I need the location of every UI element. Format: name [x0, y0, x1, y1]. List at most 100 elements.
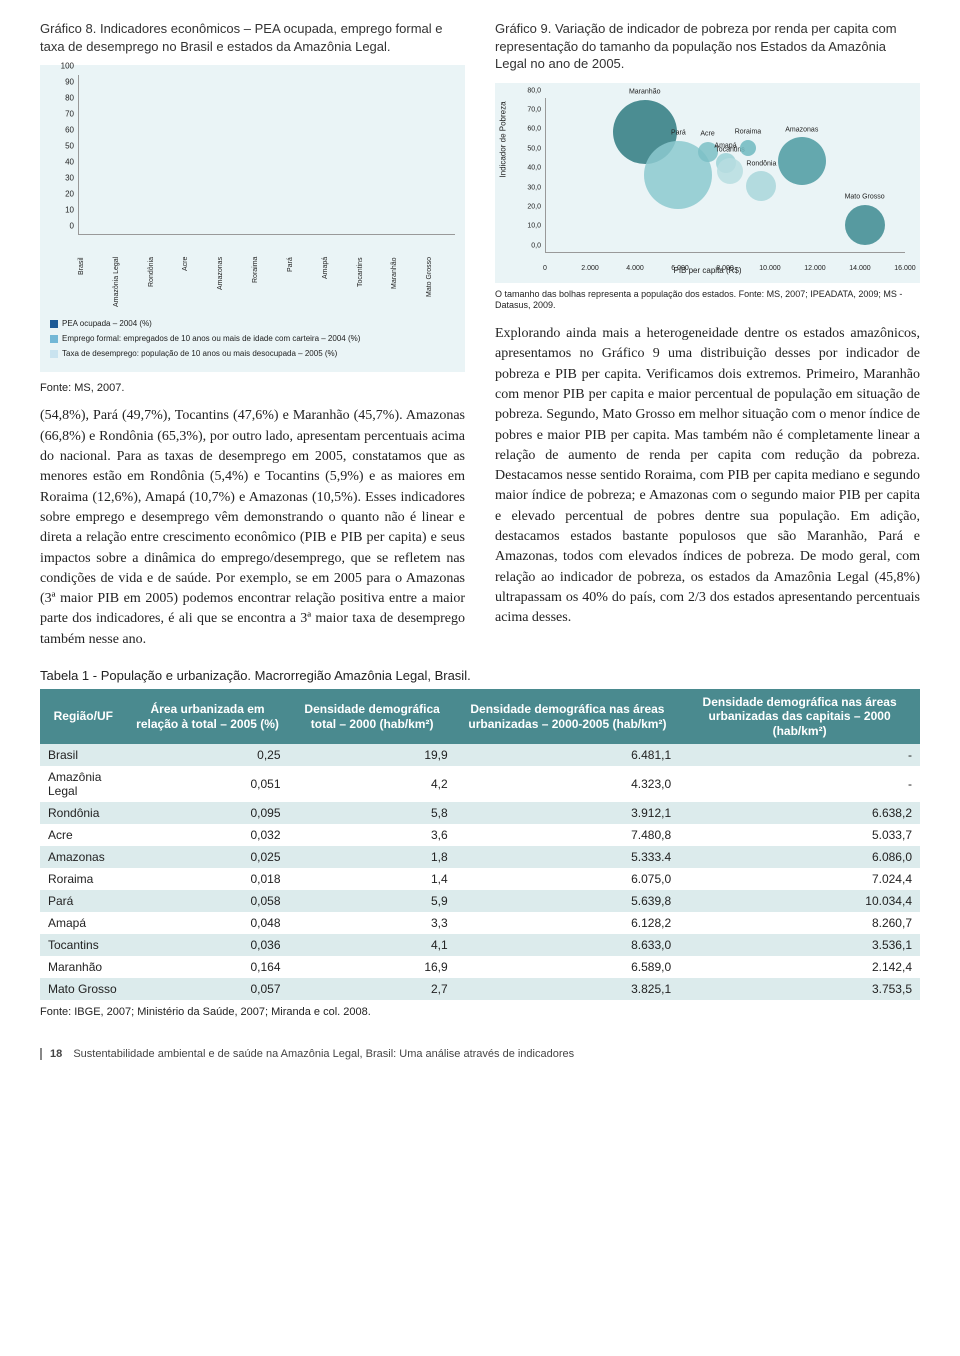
table-cell: 6.589,0	[456, 956, 679, 978]
table-cell: 3.912,1	[456, 802, 679, 824]
bar-category-label: Amazônia Legal	[113, 257, 142, 312]
table-header-row: Região/UFÁrea urbanizada em relação à to…	[40, 689, 920, 744]
chart8-source: Fonte: MS, 2007.	[40, 382, 465, 394]
bar-category-label: Brasil	[78, 257, 107, 312]
table-cell: 6.086,0	[679, 846, 920, 868]
bar-category-label: Mato Grosso	[426, 257, 455, 312]
table-row: Amazônia Legal0,0514,24.323,0-	[40, 766, 920, 802]
table-cell: 8.633,0	[456, 934, 679, 956]
table-col-header: Densidade demográfica nas áreas urbaniza…	[456, 689, 679, 744]
bar-plot	[78, 75, 455, 235]
legend-item: PEA ocupada – 2004 (%)	[50, 318, 455, 331]
table-cell: 5.639,8	[456, 890, 679, 912]
table-cell: 2.142,4	[679, 956, 920, 978]
table-row: Acre0,0323,67.480,85.033,7	[40, 824, 920, 846]
table-cell: 0,057	[127, 978, 289, 1000]
table-cell: Maranhão	[40, 956, 127, 978]
table-cell: 0,058	[127, 890, 289, 912]
table-col-header: Densidade demográfica total – 2000 (hab/…	[289, 689, 456, 744]
table-cell: Amapá	[40, 912, 127, 934]
bubble	[746, 171, 776, 201]
table-cell: 5.333.4	[456, 846, 679, 868]
table-row: Maranhão0,16416,96.589,02.142,4	[40, 956, 920, 978]
table-cell: 0,164	[127, 956, 289, 978]
bar-category-label: Rondônia	[148, 257, 177, 312]
right-body: Explorando ainda mais a heterogeneidade …	[495, 324, 920, 628]
table-row: Mato Grosso0,0572,73.825,13.753,5	[40, 978, 920, 1000]
table-cell: 0,032	[127, 824, 289, 846]
bubble-yaxis: 0,010,020,030,040,050,060,070,080,0	[527, 98, 543, 253]
table-cell: 0,25	[127, 744, 289, 766]
bubble-chart: Indicador de Pobreza 0,010,020,030,040,0…	[505, 93, 910, 273]
bar-legend: PEA ocupada – 2004 (%)Emprego formal: em…	[50, 318, 455, 360]
table-cell: Brasil	[40, 744, 127, 766]
bar-category-label: Maranhão	[391, 257, 420, 312]
table-cell: 3.753,5	[679, 978, 920, 1000]
table-cell: 6.075,0	[456, 868, 679, 890]
bubble	[717, 158, 743, 184]
table-cell: Amazonas	[40, 846, 127, 868]
table-cell: 4,2	[289, 766, 456, 802]
bar-category-label: Tocantins	[357, 257, 386, 312]
table-cell: 5,9	[289, 890, 456, 912]
table-row: Pará0,0585,95.639,810.034,4	[40, 890, 920, 912]
table-cell: 10.034,4	[679, 890, 920, 912]
table-cell: 7.024,4	[679, 868, 920, 890]
table-cell: 0,095	[127, 802, 289, 824]
table-row: Amazonas0,0251,85.333.46.086,0	[40, 846, 920, 868]
table-row: Brasil0,2519,96.481,1-	[40, 744, 920, 766]
legend-item: Taxa de desemprego: população de 10 anos…	[50, 348, 455, 361]
table-cell: Roraima	[40, 868, 127, 890]
table1: Região/UFÁrea urbanizada em relação à to…	[40, 689, 920, 1000]
page-footer: 18 Sustentabilidade ambiental e de saúde…	[40, 1048, 920, 1060]
table-cell: 16,9	[289, 956, 456, 978]
bar-yaxis: 0102030405060708090100	[50, 75, 76, 235]
bubble-label: Mato Grosso	[845, 194, 885, 201]
bar-category-label: Acre	[182, 257, 211, 312]
bar-category-label: Amapá	[322, 257, 351, 312]
table-cell: 1,8	[289, 846, 456, 868]
bubble-plot: MaranhãoParáAcreAmapáTocantinsRoraimaRon…	[545, 98, 905, 253]
table-col-header: Região/UF	[40, 689, 127, 744]
table-cell: Tocantins	[40, 934, 127, 956]
table-row: Rondônia0,0955,83.912,16.638,2	[40, 802, 920, 824]
bubble-label: Amazonas	[785, 126, 818, 133]
left-body: (54,8%), Pará (49,7%), Tocantins (47,6%)…	[40, 406, 465, 650]
table-cell: Amazônia Legal	[40, 766, 127, 802]
page-number: 18	[50, 1048, 62, 1060]
table-cell: 6.128,2	[456, 912, 679, 934]
top-columns: Gráfico 8. Indicadores econômicos – PEA …	[40, 20, 920, 650]
table-cell: 0,048	[127, 912, 289, 934]
chart9-title: Gráfico 9. Variação de indicador de pobr…	[495, 20, 920, 73]
table-row: Amapá0,0483,36.128,28.260,7	[40, 912, 920, 934]
bubble-ylabel: Indicador de Pobreza	[499, 101, 508, 177]
table1-source: Fonte: IBGE, 2007; Ministério da Saúde, …	[40, 1006, 920, 1018]
chart9-box: Indicador de Pobreza 0,010,020,030,040,0…	[495, 83, 920, 283]
table-cell: 2,7	[289, 978, 456, 1000]
table-col-header: Densidade demográfica nas áreas urbaniza…	[679, 689, 920, 744]
table-cell: -	[679, 766, 920, 802]
bar-category-label: Roraima	[252, 257, 281, 312]
table-cell: Rondônia	[40, 802, 127, 824]
table-row: Roraima0,0181,46.075,07.024,4	[40, 868, 920, 890]
table-cell: 3.536,1	[679, 934, 920, 956]
table-cell: 4,1	[289, 934, 456, 956]
bubble	[845, 205, 885, 245]
bubble	[740, 140, 756, 156]
bubble-xlabel: PIB per capita (R$)	[673, 266, 741, 275]
bar-xlabels: BrasilAmazônia LegalRondôniaAcreAmazonas…	[50, 257, 455, 312]
bar-category-label: Pará	[287, 257, 316, 312]
chart8-title: Gráfico 8. Indicadores econômicos – PEA …	[40, 20, 465, 55]
chart9-note: O tamanho das bolhas representa a popula…	[495, 289, 920, 312]
table-cell: 3.825,1	[456, 978, 679, 1000]
table-cell: 6.481,1	[456, 744, 679, 766]
table-cell: 3,6	[289, 824, 456, 846]
bar-category-label: Amazonas	[217, 257, 246, 312]
table-cell: 1,4	[289, 868, 456, 890]
table1-title: Tabela 1 - População e urbanização. Macr…	[40, 668, 920, 683]
table-cell: Mato Grosso	[40, 978, 127, 1000]
right-column: Gráfico 9. Variação de indicador de pobr…	[495, 20, 920, 650]
table-cell: 0,051	[127, 766, 289, 802]
table-row: Tocantins0,0364,18.633,03.536,1	[40, 934, 920, 956]
bubble-label: Pará	[671, 129, 686, 136]
